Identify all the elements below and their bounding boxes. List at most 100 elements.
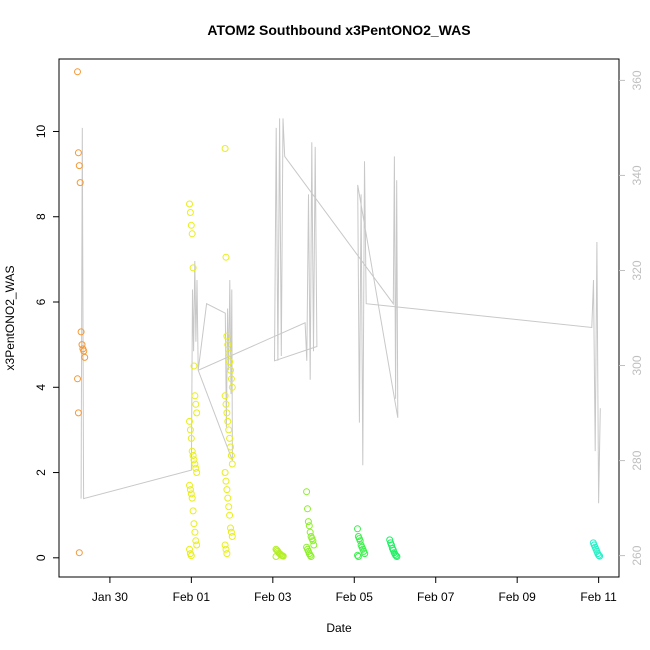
data-point xyxy=(193,469,201,476)
data-point xyxy=(306,528,314,536)
data-point xyxy=(186,481,193,489)
y2-tick-label: 360 xyxy=(630,70,644,90)
data-point xyxy=(186,200,193,208)
data-point xyxy=(354,553,362,560)
data-point xyxy=(354,551,361,559)
data-point xyxy=(75,162,83,170)
data-point xyxy=(228,460,236,468)
data-point xyxy=(191,528,199,536)
data-point xyxy=(188,494,196,502)
data-point xyxy=(226,434,234,442)
data-point xyxy=(74,409,82,417)
data-point xyxy=(227,528,235,536)
data-point xyxy=(304,505,311,513)
data-point xyxy=(223,486,231,494)
data-point xyxy=(186,486,194,494)
data-point xyxy=(80,347,88,355)
data-point xyxy=(221,541,229,549)
data-point xyxy=(189,507,197,515)
data-point xyxy=(190,520,198,528)
data-point xyxy=(227,524,234,532)
data-point xyxy=(361,550,369,558)
plot-area: Jan 30 Feb 01 Feb 03 Feb 05 Feb 07 Feb 09 Feb … xyxy=(34,58,644,604)
data-point xyxy=(310,541,318,549)
data-point xyxy=(356,537,364,545)
data-point xyxy=(392,552,400,560)
data-point xyxy=(187,434,195,442)
y-tick-label: 8 xyxy=(34,213,48,220)
y2-tick-label: 300 xyxy=(630,355,644,375)
data-point xyxy=(226,358,234,366)
data-point xyxy=(189,452,197,459)
y-tick-label: 10 xyxy=(34,125,48,139)
data-point xyxy=(354,525,361,533)
data-point xyxy=(223,550,231,558)
data-point xyxy=(303,488,311,496)
y2-tick-label: 340 xyxy=(630,165,644,185)
data-point xyxy=(228,533,236,540)
secondary-line-series xyxy=(80,118,601,504)
data-point xyxy=(222,545,230,553)
data-point xyxy=(188,230,196,238)
data-point xyxy=(306,551,314,559)
data-point xyxy=(76,179,84,187)
chart-title: ATOM2 Southbound x3PentONO2_WAS xyxy=(207,22,470,38)
y2-tick-label: 260 xyxy=(630,545,644,565)
x-tick-label: Feb 09 xyxy=(499,590,537,604)
data-point xyxy=(223,409,231,417)
y-axis-label: x3PentONO2_WAS xyxy=(3,266,17,371)
x-tick-label: Jan 30 xyxy=(92,590,128,604)
x-tick-label: Feb 05 xyxy=(336,590,374,604)
data-point xyxy=(227,375,235,383)
y-tick-label: 0 xyxy=(34,554,48,561)
data-point xyxy=(227,366,234,374)
y-tick-label: 6 xyxy=(34,298,48,305)
data-point xyxy=(190,456,198,464)
data-point xyxy=(228,383,236,391)
data-point xyxy=(272,553,280,560)
data-point xyxy=(221,145,229,152)
data-point xyxy=(186,209,194,216)
data-point xyxy=(224,494,232,502)
data-point xyxy=(187,221,195,229)
data-point xyxy=(309,537,317,545)
y2-tick-label: 280 xyxy=(630,450,644,470)
x-tick-label: Feb 01 xyxy=(173,590,211,604)
data-point xyxy=(193,409,201,417)
data-point xyxy=(193,541,201,549)
y2-tick-label: 320 xyxy=(630,260,644,280)
x-tick-label: Feb 07 xyxy=(417,590,455,604)
data-point xyxy=(191,460,199,468)
data-point xyxy=(279,552,287,560)
data-point xyxy=(221,392,229,400)
data-point xyxy=(186,545,193,553)
data-point xyxy=(222,477,230,485)
data-point xyxy=(187,552,195,560)
data-point xyxy=(391,550,399,558)
data-point xyxy=(74,68,81,76)
data-point xyxy=(186,417,193,425)
data-point xyxy=(221,469,229,476)
data-point xyxy=(77,328,85,336)
data-point xyxy=(227,452,235,459)
data-point xyxy=(225,349,233,357)
data-point xyxy=(227,443,234,451)
data-point xyxy=(223,332,231,340)
y-tick-label: 2 xyxy=(34,469,48,476)
data-point xyxy=(192,400,200,408)
data-point xyxy=(74,149,82,157)
data-point xyxy=(596,552,604,560)
x-axis-label: Date xyxy=(326,621,352,635)
data-point xyxy=(192,464,200,472)
data-point xyxy=(81,353,89,361)
data-point xyxy=(305,522,313,530)
data-point xyxy=(225,426,233,434)
data-point xyxy=(304,518,312,526)
data-point xyxy=(75,549,83,557)
data-point xyxy=(78,341,86,349)
data-point xyxy=(189,264,197,272)
data-point xyxy=(307,553,315,560)
data-point xyxy=(186,426,194,434)
data-point xyxy=(226,511,234,519)
data-point xyxy=(595,551,603,559)
